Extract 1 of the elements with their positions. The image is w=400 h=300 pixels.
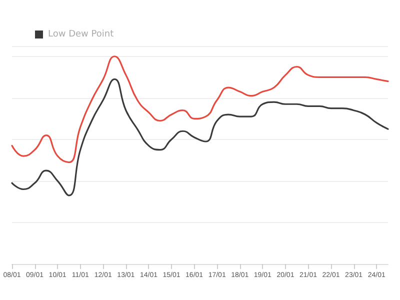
legend-label: Low Dew Point <box>48 30 114 40</box>
